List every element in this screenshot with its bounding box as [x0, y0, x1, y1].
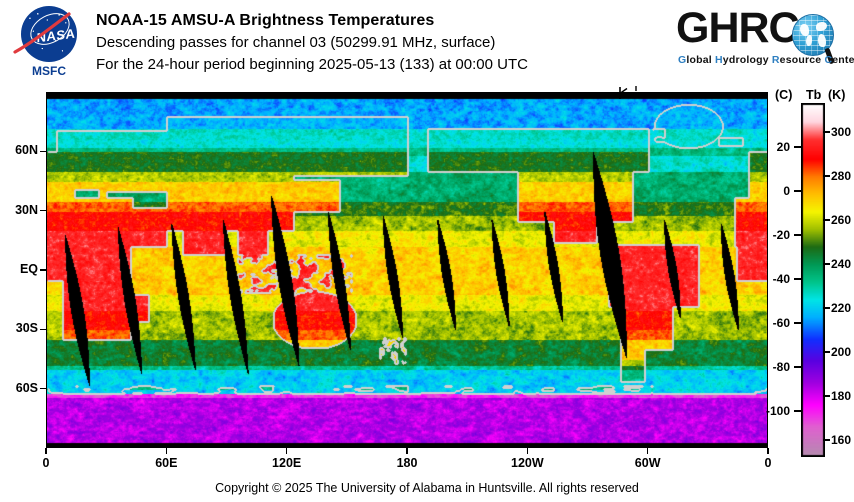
y-axis-tick: [40, 209, 46, 212]
y-axis-label: 60S: [15, 380, 38, 395]
page-period: For the 24-hour period beginning 2025-05…: [96, 56, 528, 73]
colorbar-tick-kelvin: [823, 351, 830, 353]
colorbar-label-kelvin: 160: [831, 432, 852, 447]
colorbar-tick-kelvin: [823, 263, 830, 265]
colorbar-tick-celsius: [794, 146, 801, 148]
x-axis-tick: [406, 448, 408, 454]
colorbar-label-kelvin: 220: [831, 300, 852, 315]
x-axis-tick: [526, 448, 529, 454]
colorbar-label-celsius: -100: [765, 403, 790, 418]
map-raster: [47, 93, 767, 447]
colorbar-label-kelvin: 240: [831, 256, 852, 271]
brightness-temperature-map: [46, 92, 768, 448]
colorbar: [801, 103, 825, 457]
y-axis-label: 30N: [15, 202, 38, 217]
colorbar-tick-celsius: [794, 366, 801, 368]
page-subtitle: Descending passes for channel 03 (50299.…: [96, 34, 496, 51]
y-axis-tick: [40, 269, 46, 271]
colorbar-label-kelvin: 300: [831, 124, 852, 139]
x-axis-label: 60E: [155, 456, 178, 470]
colorbar-tick-celsius: [794, 234, 801, 236]
y-axis-tick: [40, 328, 46, 331]
y-axis-label: 30S: [15, 321, 38, 336]
colorbar-tick-kelvin: [823, 307, 830, 309]
x-axis-tick: [285, 448, 288, 454]
nasa-logo: NASA MSFC: [13, 6, 84, 84]
colorbar-gradient: [801, 103, 825, 457]
nasa-center-label: MSFC: [32, 64, 66, 78]
y-axis-label: 60N: [15, 143, 38, 158]
ghrc-acronym: GHRC: [676, 4, 800, 52]
colorbar-tick-kelvin: [823, 219, 830, 221]
colorbar-label-celsius: -20: [772, 227, 790, 242]
colorbar-label-kelvin: 200: [831, 344, 852, 359]
y-axis-label: EQ: [19, 262, 38, 276]
x-axis-label: 0: [42, 456, 50, 470]
ghrc-logo: GHRC Global Hydrology Resource Center: [676, 4, 854, 74]
colorbar-variable-label: Tb: [806, 88, 822, 102]
copyright-notice: Copyright © 2025 The University of Alaba…: [215, 481, 639, 495]
nasa-logo-swoosh: [13, 12, 71, 54]
colorbar-tick-celsius: [794, 190, 801, 192]
title-block: NOAA-15 AMSU-A Brightness Temperatures D…: [96, 10, 528, 76]
colorbar-label-celsius: -40: [772, 271, 790, 286]
x-axis-tick: [767, 448, 769, 454]
x-axis-label: 120E: [272, 456, 302, 470]
y-axis-tick: [40, 387, 46, 390]
x-axis-tick: [646, 448, 649, 454]
colorbar-label-celsius: -80: [772, 359, 790, 374]
colorbar-label-celsius: -60: [772, 315, 790, 330]
x-axis-tick: [45, 448, 47, 454]
x-axis-label: 60W: [634, 456, 661, 470]
colorbar-tick-celsius: [794, 278, 801, 280]
ghrc-tagline: Global Hydrology Resource Center: [678, 54, 854, 66]
colorbar-units-celsius: (C): [775, 88, 793, 102]
colorbar-label-kelvin: 180: [831, 388, 852, 403]
colorbar-tick-celsius: [794, 322, 801, 324]
colorbar-tick-kelvin: [823, 395, 830, 397]
orbit-start-marker-icon: [619, 86, 643, 99]
x-axis-tick: [165, 448, 168, 454]
colorbar-label-kelvin: 280: [831, 168, 852, 183]
colorbar-label-celsius: 0: [783, 183, 790, 198]
colorbar-tick-kelvin: [823, 175, 830, 177]
colorbar-units-kelvin: (K): [828, 88, 846, 102]
colorbar-tick-kelvin: [823, 439, 830, 441]
x-axis-label: 120W: [511, 456, 544, 470]
colorbar-tick-celsius: [794, 410, 801, 412]
x-axis-label: 0: [764, 456, 772, 470]
y-axis-tick: [40, 150, 46, 153]
colorbar-label-kelvin: 260: [831, 212, 852, 227]
x-axis-label: 180: [396, 456, 418, 470]
colorbar-label-celsius: 20: [776, 139, 790, 154]
colorbar-tick-kelvin: [823, 131, 830, 133]
page-title: NOAA-15 AMSU-A Brightness Temperatures: [96, 12, 435, 29]
